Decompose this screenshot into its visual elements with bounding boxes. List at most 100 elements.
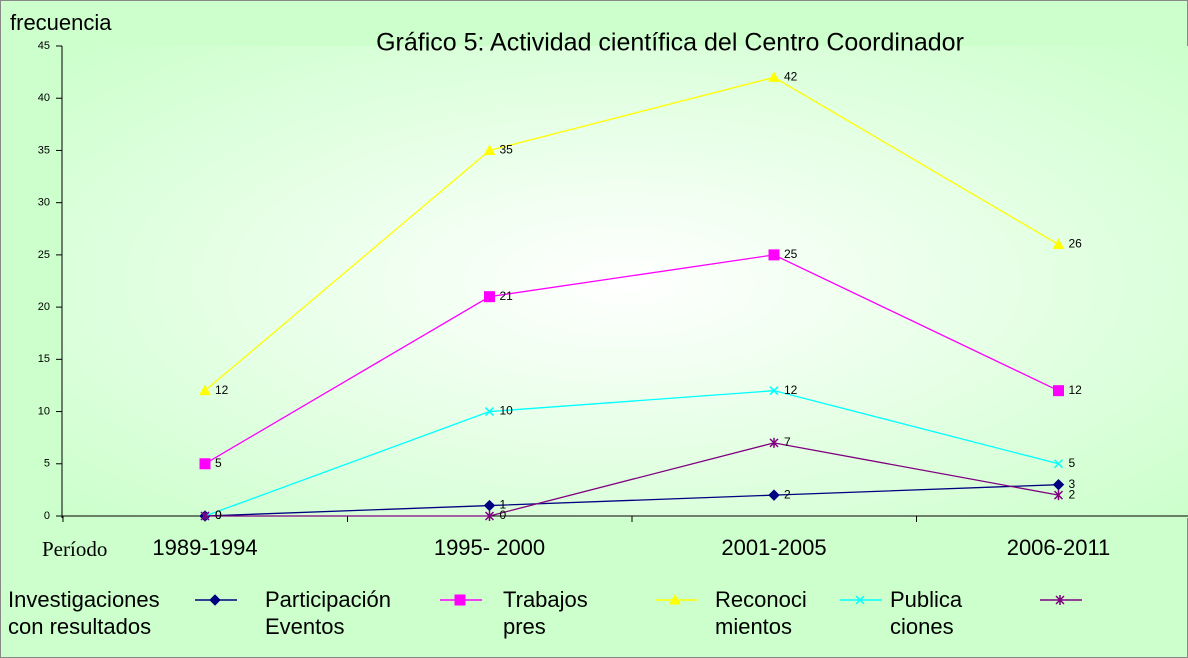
marker-shape <box>484 291 495 303</box>
marker-shape <box>200 511 210 521</box>
legend-label: Reconoci mientos <box>715 587 807 639</box>
y-tick-label: 45 <box>38 40 50 52</box>
data-label: 3 <box>1069 477 1076 491</box>
marker-shape <box>484 407 495 417</box>
legend-label: Investigaciones con resultados <box>8 587 160 639</box>
y-tick-label: 35 <box>38 144 50 156</box>
data-label: 2 <box>784 487 791 501</box>
marker <box>200 511 210 521</box>
marker-shape <box>484 511 495 521</box>
y-tick-label: 15 <box>38 353 50 365</box>
marker <box>768 71 780 82</box>
marker <box>768 249 780 261</box>
plot-area <box>62 46 1188 518</box>
y-tick-label: 20 <box>38 301 50 313</box>
marker-shape <box>1052 478 1065 491</box>
y-tick-label: 25 <box>38 249 50 261</box>
marker-shape <box>199 458 211 470</box>
legend-marker <box>1055 595 1065 605</box>
data-label: 7 <box>784 435 791 449</box>
marker <box>769 437 779 448</box>
y-tick-label: 5 <box>44 458 50 470</box>
legend-label: Publica ciones <box>890 587 963 639</box>
data-label: 12 <box>784 383 798 397</box>
data-label: 0 <box>215 508 222 522</box>
marker-shape <box>769 386 779 396</box>
marker <box>855 595 865 605</box>
legend-marker <box>209 594 221 606</box>
marker <box>669 593 681 605</box>
marker-shape <box>1055 595 1065 605</box>
series-line <box>204 484 1059 517</box>
y-tick-label: 10 <box>38 405 50 417</box>
data-label: 12 <box>215 383 229 397</box>
y-tick-label: 40 <box>38 92 50 104</box>
marker <box>1053 385 1064 397</box>
marker <box>454 594 466 606</box>
series-line <box>204 254 1059 465</box>
marker <box>1053 490 1064 501</box>
data-label: 5 <box>1069 456 1076 470</box>
marker <box>483 499 496 512</box>
marker-shape <box>483 499 496 512</box>
legend-marker <box>454 594 466 606</box>
x-tick-label: 1995- 2000 <box>434 535 545 560</box>
legend-marker <box>669 593 681 605</box>
data-label: 0 <box>215 508 222 522</box>
marker <box>199 458 211 470</box>
chart-title: Gráfico 5: Actividad científica del Cent… <box>376 29 964 57</box>
x-axis-label: Período <box>42 537 107 561</box>
data-label: 12 <box>1069 383 1083 397</box>
marker-shape <box>768 489 780 501</box>
data-label: 5 <box>215 456 222 470</box>
marker <box>209 594 221 606</box>
marker <box>769 386 779 396</box>
marker <box>1052 478 1065 491</box>
y-tick-label: 30 <box>38 197 50 209</box>
data-label: 21 <box>500 289 514 303</box>
x-tick-label: 2001-2005 <box>721 535 826 560</box>
x-tick-label: 1989-1994 <box>152 535 257 560</box>
marker-shape <box>1053 490 1064 501</box>
legend-marker <box>855 595 865 605</box>
data-label: 1 <box>500 498 507 512</box>
marker-shape <box>483 144 496 155</box>
data-label: 42 <box>784 70 798 84</box>
marker-shape <box>454 594 466 606</box>
marker-shape <box>199 384 211 396</box>
marker-shape <box>1053 459 1064 469</box>
marker <box>768 489 780 501</box>
marker-shape <box>209 594 221 606</box>
data-label: 0 <box>215 508 222 522</box>
marker-shape <box>1052 238 1065 249</box>
data-label: 10 <box>500 404 514 418</box>
marker <box>483 144 496 155</box>
data-label: 25 <box>784 247 798 261</box>
marker-shape <box>669 593 681 605</box>
marker-shape <box>768 71 780 82</box>
data-label: 26 <box>1069 237 1083 251</box>
data-label: 0 <box>500 508 507 522</box>
marker <box>1052 238 1065 249</box>
series-line <box>204 390 1059 517</box>
y-axis-label: frecuencia <box>10 10 112 35</box>
series-line <box>204 76 1059 392</box>
marker-shape <box>769 437 779 448</box>
series-line <box>205 442 1059 517</box>
marker <box>1053 459 1064 469</box>
legend-label: Participación Eventos <box>265 587 391 639</box>
x-tick-label: 2006-2011 <box>1007 535 1111 560</box>
marker <box>484 291 495 303</box>
legend-label: Trabajos pres <box>503 587 588 639</box>
marker-shape <box>855 595 865 605</box>
marker-shape <box>768 249 780 261</box>
marker <box>199 384 211 396</box>
data-label: 35 <box>500 143 514 157</box>
y-tick-label: 0 <box>44 510 50 522</box>
marker <box>484 407 495 417</box>
data-label: 2 <box>1069 487 1076 501</box>
marker <box>1055 595 1065 605</box>
marker-shape <box>1053 385 1064 397</box>
